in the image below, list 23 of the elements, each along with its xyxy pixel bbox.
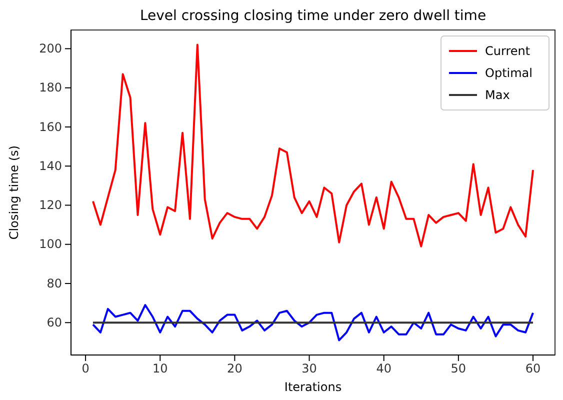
x-tick-label: 60 (525, 362, 541, 376)
x-tick-label: 40 (376, 362, 392, 376)
y-axis-title: Closing time (s) (7, 145, 21, 240)
y-tick-label: 120 (39, 198, 62, 212)
y-tick-label: 180 (39, 80, 62, 95)
x-tick-label: 50 (450, 362, 466, 376)
y-tick-label: 160 (39, 120, 62, 134)
chart-title: Level crossing closing time under zero dwell time (140, 8, 486, 24)
y-tick-label: 100 (39, 237, 62, 252)
line-series (92, 304, 534, 342)
x-tick-label: 0 (82, 362, 90, 376)
legend-label: Max (485, 88, 510, 102)
x-tick-label: 10 (152, 362, 168, 376)
y-tick-label: 80 (46, 276, 62, 290)
y-tick-label: 60 (46, 315, 62, 330)
legend-label: Current (485, 44, 530, 58)
line-series (92, 44, 534, 248)
y-tick-label: 200 (39, 42, 62, 56)
legend-label: Optimal (485, 66, 532, 80)
x-tick-label: 20 (227, 362, 242, 376)
x-tick-label: 30 (302, 362, 317, 376)
y-tick-label: 140 (39, 158, 62, 173)
x-axis-title: Iterations (284, 380, 342, 394)
